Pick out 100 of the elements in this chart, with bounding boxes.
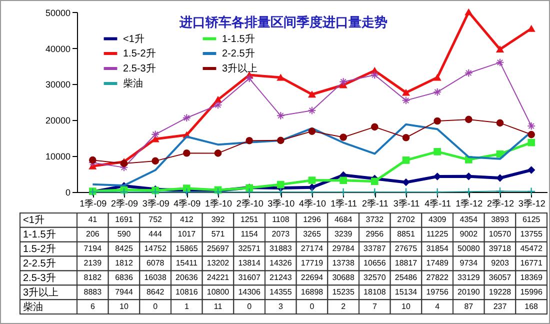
data-label: 4684 (334, 215, 353, 224)
data-label: 22694 (300, 272, 324, 282)
data-label: 25486 (394, 272, 418, 282)
data-label: 18108 (364, 287, 386, 296)
data-label: 1 (184, 302, 190, 311)
legend-label: 2.5-3升 (123, 62, 156, 74)
data-label: 3893 (491, 215, 510, 224)
data-label: 30688 (332, 272, 356, 282)
data-label: 19756 (426, 287, 450, 296)
data-label: 1017 (178, 230, 196, 239)
data-label: 2073 (272, 230, 290, 239)
data-label: 31854 (426, 244, 450, 254)
data-label: 24221 (206, 272, 230, 282)
data-label: 17489 (426, 258, 450, 268)
data-label: 6078 (146, 258, 165, 268)
data-label: 16771 (520, 258, 544, 268)
x-tick-label: 2季-11 (362, 198, 388, 208)
data-label: 27675 (394, 244, 418, 254)
data-label: 14752 (144, 244, 168, 254)
legend-label: <1升 (123, 32, 144, 45)
data-label: 1812 (115, 258, 134, 268)
data-label: 10816 (176, 287, 198, 296)
data-label: 13814 (238, 258, 262, 268)
legend-label: 2-2.5升 (222, 48, 255, 60)
y-tick-label: 50000 (45, 8, 70, 18)
data-label: 8883 (84, 287, 102, 296)
data-label: 11225 (426, 230, 449, 239)
data-label: 27174 (300, 244, 324, 254)
data-label: 4 (435, 302, 440, 311)
data-label: 2139 (84, 258, 102, 268)
y-tick-label: 10000 (45, 152, 70, 162)
data-label: 31607 (238, 272, 262, 282)
data-label: 18369 (520, 272, 544, 282)
data-label: 17719 (300, 258, 324, 268)
data-label: 50080 (458, 244, 480, 254)
x-tick-label: 3季-11 (393, 198, 420, 208)
data-label: 1251 (240, 215, 259, 224)
data-label: 13738 (332, 258, 356, 268)
data-label: 7944 (115, 287, 134, 296)
data-label: 168 (524, 302, 539, 311)
text: 3升以上 (23, 287, 59, 298)
data-label: 752 (148, 215, 163, 224)
data-label: 27822 (426, 272, 450, 282)
data-label: 1296 (303, 215, 322, 224)
data-label: 10656 (364, 258, 386, 268)
chart-title: 进口轿车各排量区间季度进口量走势 (178, 14, 388, 30)
data-label: 13755 (520, 230, 544, 239)
data-label: 41 (88, 215, 98, 224)
x-tick-label: 3季-09 (142, 198, 170, 208)
data-label: 10 (120, 302, 129, 311)
data-label: 14355 (270, 287, 292, 296)
y-tick-label: 20000 (45, 116, 70, 126)
data-label: 571 (211, 230, 226, 239)
text: 2-2.5升 (23, 258, 56, 270)
data-label: 7 (372, 302, 378, 311)
data-label: 15865 (176, 244, 198, 254)
x-tick-label: 3季-10 (268, 198, 295, 208)
data-label: 15235 (332, 287, 356, 296)
legend-label: 1.5-2升 (123, 48, 156, 60)
data-label: 36057 (488, 272, 512, 282)
data-label: 8182 (84, 272, 102, 282)
text: <1升 (23, 215, 44, 226)
data-label: 1108 (272, 215, 290, 224)
data-label: 15996 (520, 287, 544, 296)
data-label: 20190 (458, 287, 480, 296)
data-label: 0 (247, 302, 252, 311)
data-label: 4309 (428, 215, 447, 224)
data-label: 444 (148, 230, 163, 239)
data-label: 3 (278, 302, 284, 311)
y-tick-label: 40000 (45, 44, 70, 54)
x-tick-label: 1季-10 (204, 198, 232, 208)
text: 2.5-3升 (23, 272, 56, 284)
data-label: 14306 (238, 287, 262, 296)
data-label: 1154 (240, 230, 258, 239)
data-label: 237 (493, 302, 508, 311)
data-label: 9203 (491, 258, 510, 268)
data-label: 15134 (394, 287, 418, 296)
y-tick-label: 0 (65, 188, 70, 198)
data-label: 20636 (176, 272, 198, 282)
data-label: 9734 (460, 258, 478, 268)
x-tick-label: 4季-09 (174, 198, 201, 208)
data-label: 2956 (366, 230, 384, 239)
data-label: 9002 (460, 230, 478, 239)
data-label: 33129 (458, 272, 480, 282)
data-label: 45472 (520, 244, 544, 254)
data-label: 32571 (238, 244, 262, 254)
data-label: 13202 (206, 258, 230, 268)
x-tick-label: 3季-12 (518, 198, 546, 208)
x-tick-label: 2季-09 (110, 198, 138, 208)
data-label: 0 (310, 302, 315, 311)
legend-label: 1-1.5升 (222, 32, 255, 45)
legend-label: 3升以上 (222, 62, 258, 74)
y-tick-label: 30000 (45, 80, 70, 90)
data-label: 10570 (488, 230, 512, 239)
data-label: 31883 (270, 244, 292, 254)
x-tick-label: 4季-10 (298, 198, 326, 208)
text: 柴油 (23, 302, 43, 313)
data-label: 1691 (115, 215, 134, 224)
data-label: 392 (211, 215, 226, 224)
legend-label: 柴油 (123, 78, 143, 90)
